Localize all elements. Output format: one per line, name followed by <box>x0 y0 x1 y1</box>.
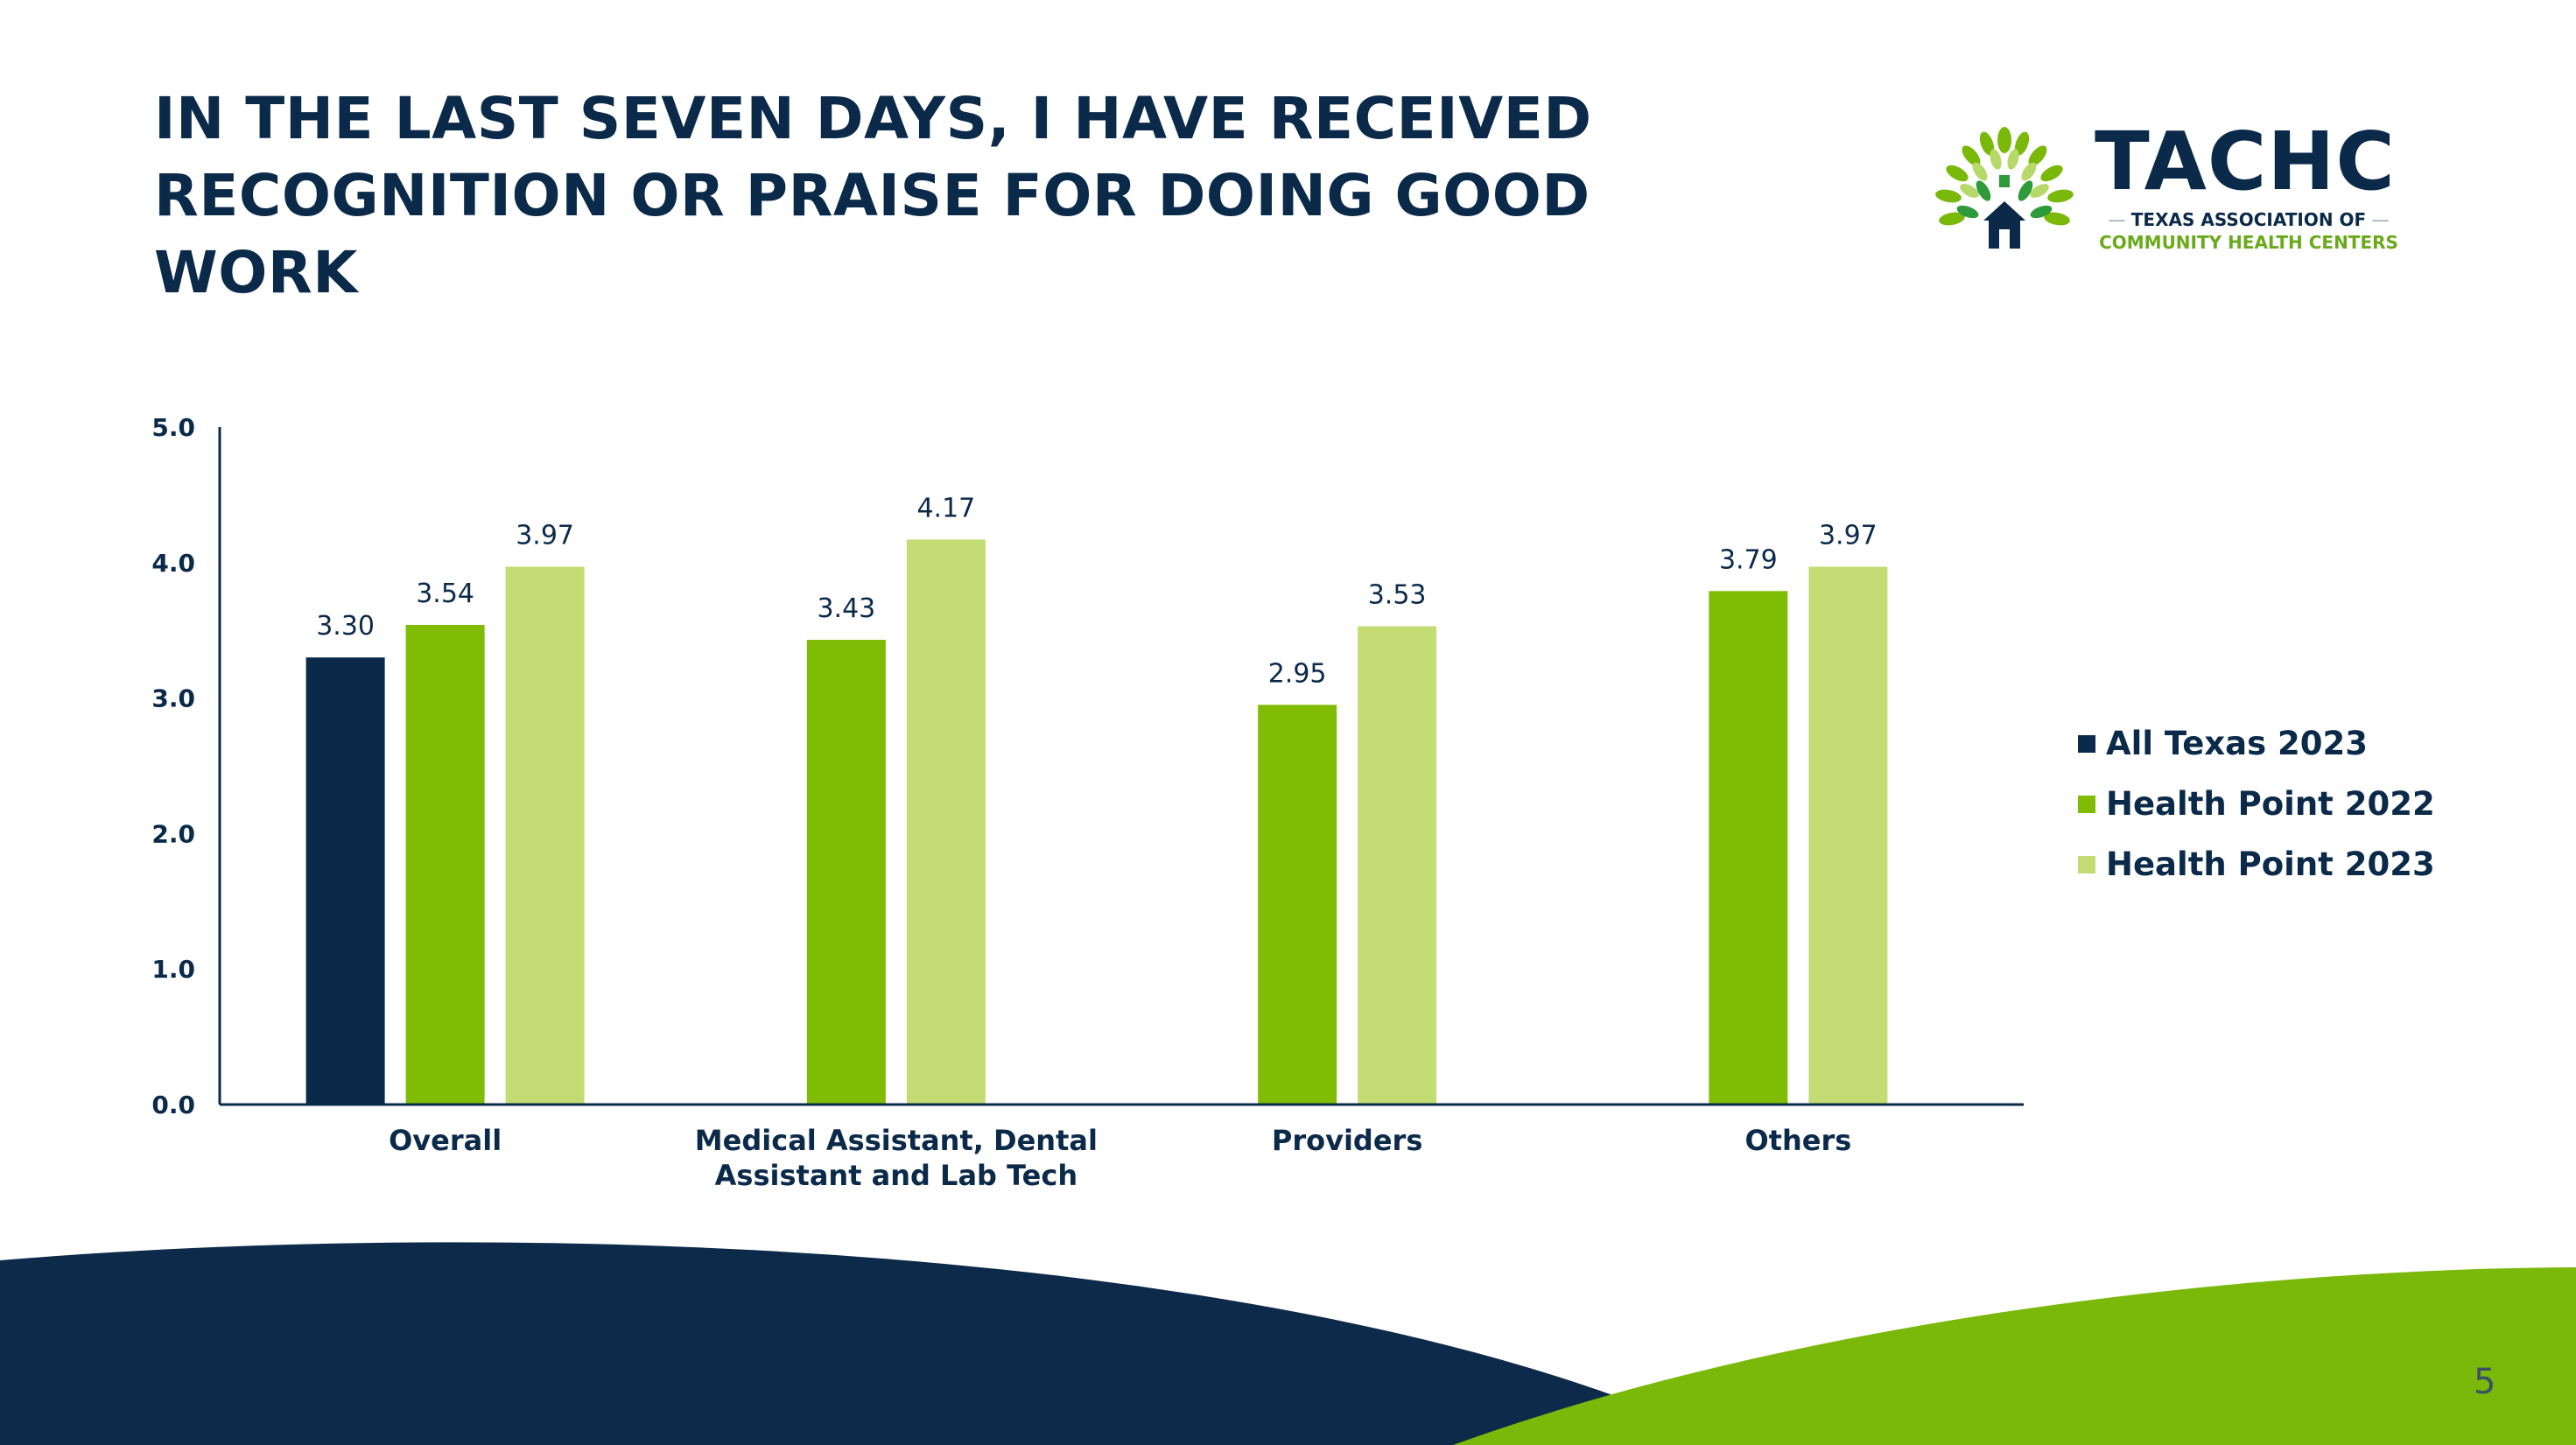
footer-wave-navy <box>0 1242 1733 1445</box>
bar <box>1358 626 1437 1105</box>
slide-title: IN THE LAST SEVEN DAYS, I HAVE RECEIVED … <box>154 81 1695 312</box>
tree-house-icon <box>1935 127 2074 249</box>
page-number: 5 <box>2474 1362 2496 1402</box>
bar-group <box>305 539 1888 1105</box>
tachc-logo: TACHC — TEXAS ASSOCIATION OF — COMMUNITY… <box>1926 115 2416 261</box>
legend-label: All Texas 2023 <box>2106 725 2369 762</box>
data-label: 3.97 <box>516 520 574 551</box>
bar <box>1709 591 1788 1105</box>
logo-wordmark: TACHC <box>2095 115 2396 208</box>
bar <box>305 657 385 1105</box>
y-tick-label: 3.0 <box>151 684 195 713</box>
title-line: RECOGNITION OR PRAISE FOR DOING GOOD <box>154 162 1590 229</box>
bar <box>505 566 585 1105</box>
legend-label: Health Point 2022 <box>2106 785 2435 823</box>
legend-item: All Texas 2023 <box>2078 713 2435 774</box>
legend-item: Health Point 2022 <box>2078 774 2435 834</box>
data-label: 3.97 <box>1819 520 1878 551</box>
y-tick-label: 5.0 <box>151 413 195 442</box>
footer-wave-green <box>1453 1267 2576 1445</box>
data-label: 3.43 <box>817 593 875 624</box>
data-label: 3.79 <box>1719 544 1778 575</box>
chart-legend: All Texas 2023 Health Point 2022 Health … <box>2078 713 2435 894</box>
bar <box>1808 566 1888 1105</box>
bar <box>405 625 485 1105</box>
x-axis-labels: Overall Medical Assistant, DentalAssistan… <box>389 1124 1851 1192</box>
data-label-group: 3.30 3.54 3.97 3.43 4.17 2.95 3.53 3.79 3.97 <box>316 493 1878 689</box>
bar <box>806 640 886 1105</box>
data-label: 3.30 <box>316 611 375 642</box>
legend-swatch <box>2078 734 2095 753</box>
data-label: 3.54 <box>416 579 474 609</box>
x-category-label: Assistant and Lab Tech <box>715 1159 1077 1192</box>
y-tick-label: 2.0 <box>151 819 195 848</box>
x-category-label: Overall <box>389 1124 502 1157</box>
legend-item: Health Point 2023 <box>2078 834 2435 894</box>
bar <box>1258 705 1337 1105</box>
data-label: 4.17 <box>916 493 975 523</box>
y-tick-label: 1.0 <box>151 955 195 984</box>
logo-subtitle-line-1: — TEXAS ASSOCIATION OF — <box>2108 209 2390 230</box>
y-tick-label: 0.0 <box>151 1091 195 1119</box>
legend-label: Health Point 2023 <box>2106 845 2435 883</box>
x-category-label: Providers <box>1272 1124 1422 1157</box>
title-line: IN THE LAST SEVEN DAYS, I HAVE RECEIVED <box>154 85 1592 152</box>
data-label: 2.95 <box>1268 658 1327 689</box>
bar <box>906 539 986 1105</box>
legend-swatch <box>2078 855 2095 873</box>
logo-subtitle-text: TEXAS ASSOCIATION OF <box>2130 209 2367 230</box>
y-tick-label: 4.0 <box>151 549 195 578</box>
logo-subtitle-line-2: COMMUNITY HEALTH CENTERS <box>2099 232 2398 253</box>
data-label: 3.53 <box>1368 580 1427 611</box>
title-line: WORK <box>154 239 358 306</box>
bar-chart: 0.0 1.0 2.0 3.0 4.0 5.0 3.30 3.54 3.97 3.43 4.17 2… <box>151 413 2024 1192</box>
x-category-label: Others <box>1744 1124 1851 1157</box>
x-category-label: Medical Assistant, Dental <box>695 1124 1098 1157</box>
footer-wave <box>0 1242 2576 1445</box>
legend-swatch <box>2078 795 2095 813</box>
y-axis-ticks: 0.0 1.0 2.0 3.0 4.0 5.0 <box>151 413 195 1119</box>
